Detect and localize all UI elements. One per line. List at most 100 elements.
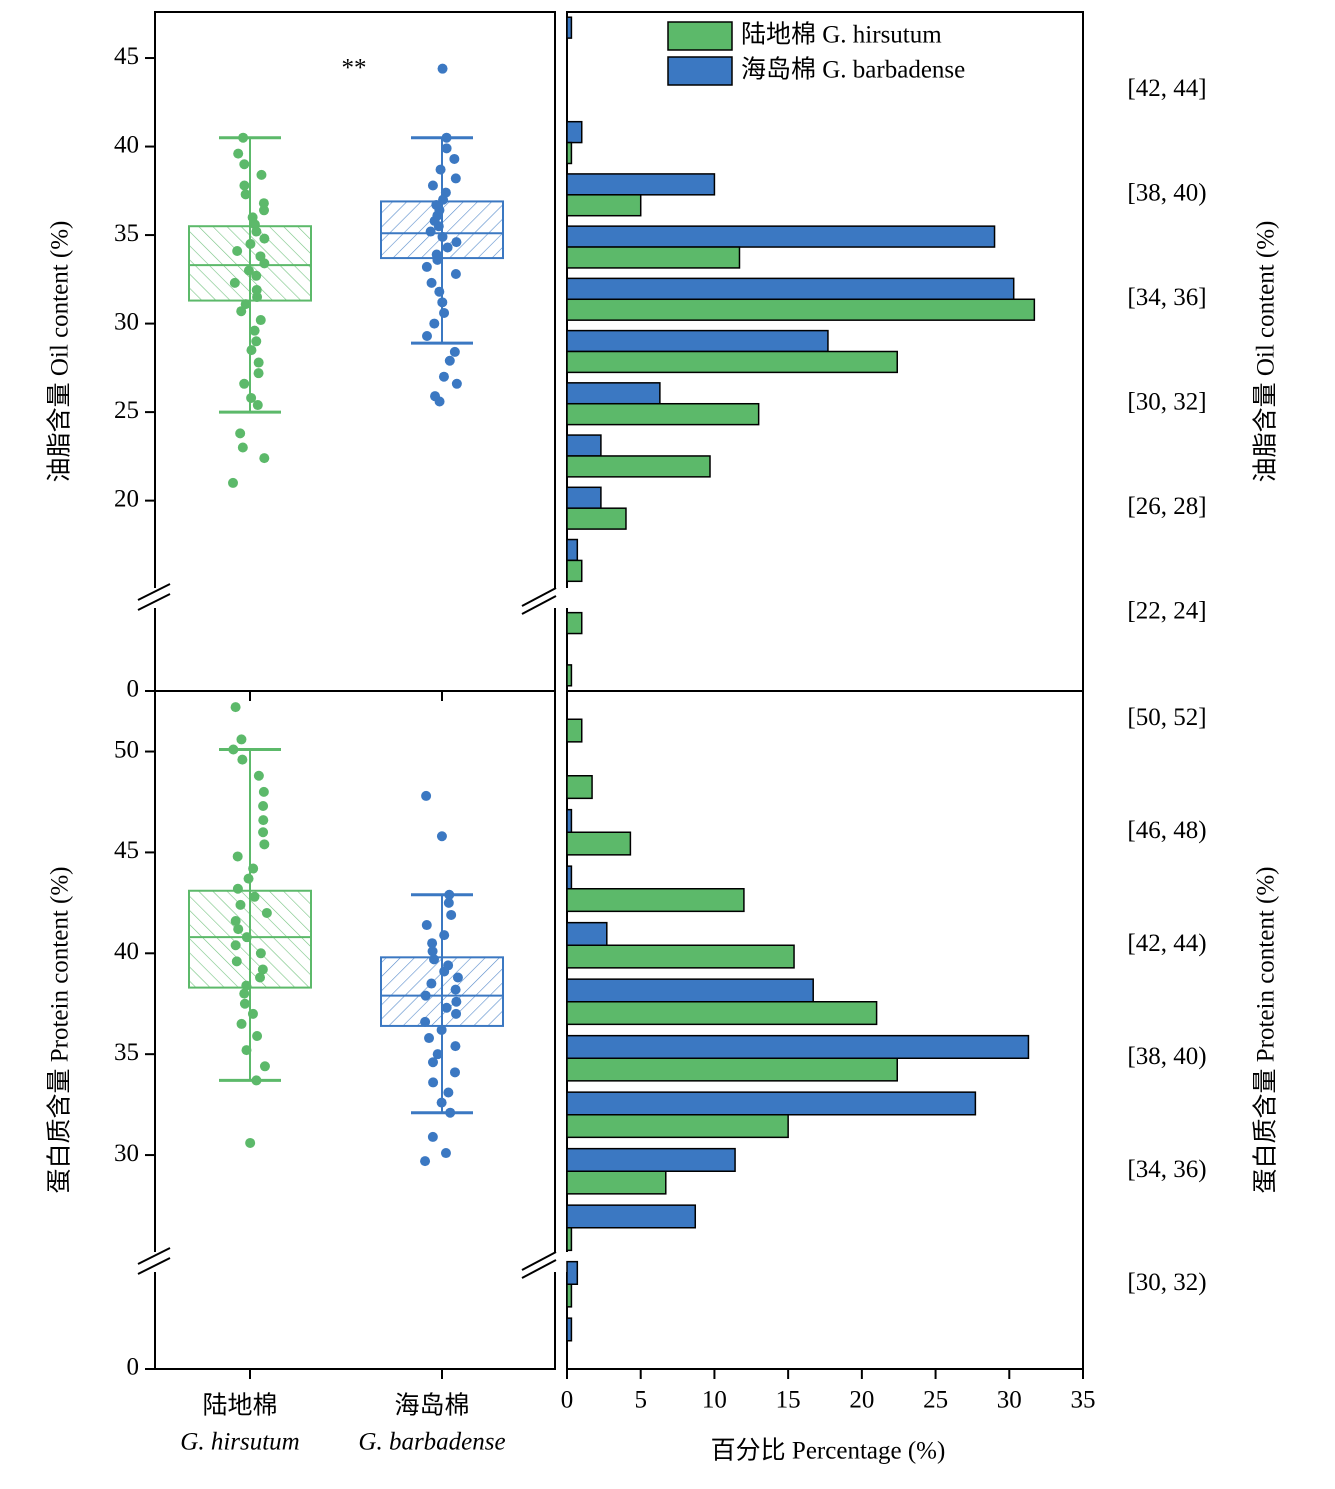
box — [188, 225, 312, 302]
data-point — [443, 897, 454, 908]
data-point — [450, 269, 461, 280]
data-point — [239, 180, 250, 191]
bar — [566, 775, 593, 800]
significance: ** — [342, 55, 367, 82]
data-point — [427, 1057, 438, 1068]
data-point — [446, 909, 457, 920]
bar — [566, 538, 579, 562]
bar — [566, 831, 632, 856]
data-point — [236, 734, 247, 745]
data-point — [258, 786, 269, 797]
legend-swatch — [667, 56, 733, 86]
data-point — [449, 1067, 460, 1078]
bin-label: [46, 48) — [1127, 817, 1206, 844]
box — [380, 956, 504, 1027]
bin-label: [30, 32] — [1127, 388, 1206, 415]
box — [380, 200, 504, 260]
bar — [566, 1147, 736, 1173]
bar — [566, 120, 583, 144]
bin-label: [26, 28] — [1127, 493, 1206, 520]
data-point — [230, 702, 241, 713]
data-point — [421, 261, 432, 272]
x-tick-label: 10 — [702, 1387, 727, 1414]
box — [188, 889, 312, 989]
data-point — [239, 378, 250, 389]
data-point — [237, 442, 248, 453]
bin-label: [30, 32) — [1127, 1269, 1206, 1296]
bar — [566, 434, 602, 457]
bin-label: [50, 52] — [1127, 704, 1206, 731]
data-point — [430, 391, 441, 402]
bin-label: [34, 36] — [1127, 284, 1206, 311]
data-point — [449, 153, 460, 164]
data-point — [426, 277, 437, 288]
data-point — [444, 355, 455, 366]
data-point — [429, 318, 440, 329]
x-category-label: 海岛棉 — [394, 1392, 469, 1420]
x-tick-label: 5 — [634, 1387, 647, 1414]
data-point — [253, 368, 264, 379]
data-point — [437, 63, 448, 74]
axis-breaks — [137, 583, 580, 1279]
y-tick-label: 20 — [114, 485, 139, 512]
data-point — [239, 988, 250, 999]
data-point — [243, 873, 254, 884]
bar — [566, 225, 996, 248]
bar — [566, 455, 711, 478]
bar — [566, 1057, 898, 1082]
data-point — [258, 815, 269, 826]
y-tick-label: 35 — [114, 220, 139, 247]
data-point — [259, 205, 270, 216]
data-point — [421, 330, 432, 341]
bar — [566, 350, 898, 374]
bar — [566, 486, 602, 509]
data-point — [449, 346, 460, 357]
y-tick-label: 45 — [114, 837, 139, 864]
bar — [566, 298, 1036, 321]
data-point — [251, 336, 262, 347]
data-point — [232, 851, 243, 862]
bar — [566, 1227, 573, 1252]
bar — [566, 611, 583, 635]
bar — [566, 1001, 878, 1026]
data-point — [427, 180, 438, 191]
bar — [566, 1283, 573, 1308]
bar — [566, 1034, 1030, 1060]
data-point — [438, 371, 449, 382]
bin-label: [22, 24] — [1127, 597, 1206, 624]
data-point — [228, 477, 239, 488]
bar — [566, 1317, 573, 1342]
x-category-label: 陆地棉 — [202, 1392, 277, 1420]
x-tick-label: 35 — [1071, 1387, 1096, 1414]
data-point — [436, 831, 447, 842]
bar — [566, 944, 795, 969]
bin-label: [34, 36) — [1127, 1156, 1206, 1183]
y-tick-label: 40 — [114, 938, 139, 965]
data-point — [236, 1018, 247, 1029]
y-axis-label: 油脂含量 Oil content (%) — [46, 221, 74, 483]
bar — [566, 329, 829, 353]
y-tick-label: 35 — [114, 1039, 139, 1066]
y-axis-label: 蛋白质含量 Protein content (%) — [46, 866, 74, 1193]
bar — [566, 1260, 579, 1286]
data-point — [253, 770, 264, 781]
y-tick-label: 30 — [114, 1140, 139, 1167]
data-point — [259, 839, 270, 850]
data-point — [443, 1087, 454, 1098]
data-point — [249, 325, 260, 336]
legend-label: 陆地棉 G. hirsutum — [741, 21, 942, 49]
bin-label: [38, 40) — [1127, 1043, 1206, 1070]
bar — [566, 921, 608, 947]
data-point — [255, 315, 266, 326]
y-tick-label: 45 — [114, 43, 139, 70]
bar — [566, 978, 814, 1003]
data-point — [440, 187, 451, 198]
data-point — [451, 378, 462, 389]
x-category-latin: G. hirsutum — [180, 1429, 299, 1456]
data-point — [253, 357, 264, 368]
x-tick-label: 20 — [849, 1387, 874, 1414]
bar — [566, 888, 745, 913]
bar — [566, 141, 573, 165]
data-point — [235, 428, 246, 439]
